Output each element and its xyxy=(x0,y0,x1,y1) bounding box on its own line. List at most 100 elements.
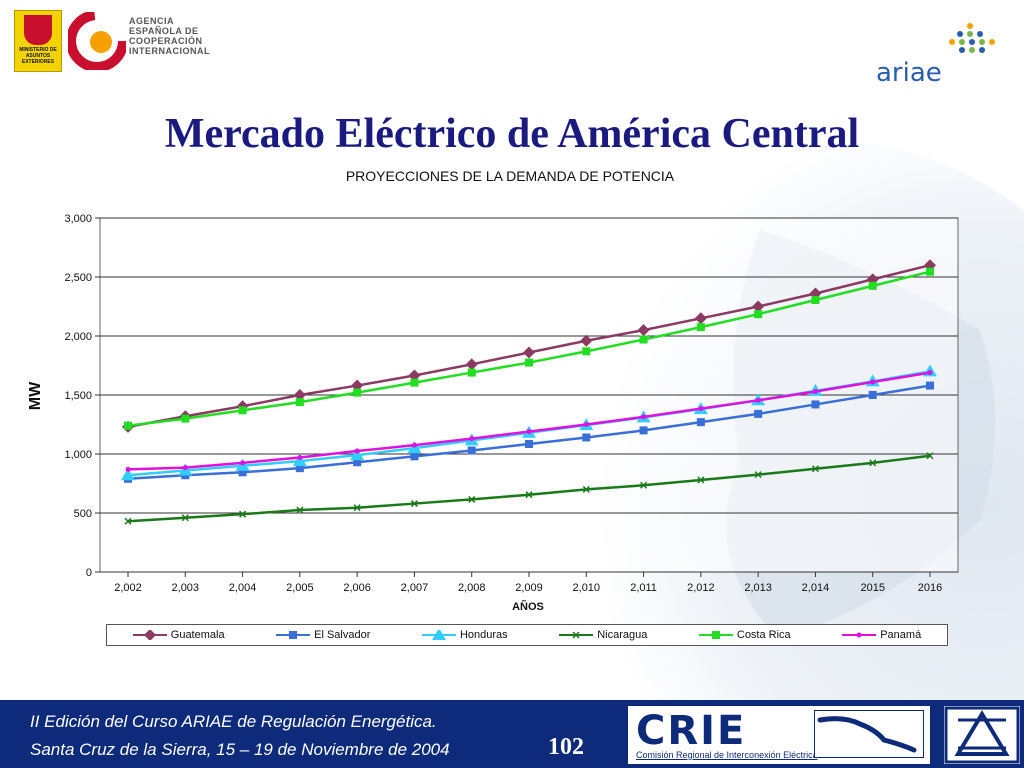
y-tick-label: 3,000 xyxy=(64,213,92,225)
ministry-text: MINISTERIO DE ASUNTOS EXTERIORES xyxy=(19,47,57,65)
aecid-logo xyxy=(68,12,126,70)
legend-entry: Nicaragua xyxy=(559,629,647,641)
data-point xyxy=(754,471,762,479)
data-point xyxy=(754,310,763,319)
data-point xyxy=(292,454,307,467)
x-tick-label: 2015 xyxy=(860,582,884,594)
y-tick-label: 0 xyxy=(86,567,92,579)
data-point xyxy=(181,514,189,522)
data-point xyxy=(124,517,132,525)
data-point xyxy=(295,464,304,473)
data-point xyxy=(124,421,132,430)
ariae-logo-dots xyxy=(949,23,995,53)
data-point xyxy=(238,468,247,477)
data-point xyxy=(811,400,820,409)
data-point xyxy=(410,500,418,508)
data-point xyxy=(143,630,156,640)
legend-entry: El Salvador xyxy=(276,629,370,641)
header-logos: MINISTERIO DE ASUNTOS EXTERIORES AGENCIA… xyxy=(14,10,244,74)
legend-swatch xyxy=(132,630,167,640)
data-point xyxy=(411,442,417,448)
legend-entry: Guatemala xyxy=(132,629,225,641)
data-point xyxy=(181,414,190,423)
chart-legend: Guatemala El Salvador Honduras Nicaragua Cos… xyxy=(106,624,948,646)
ministry-crest: MINISTERIO DE ASUNTOS EXTERIORES xyxy=(14,10,62,72)
data-point xyxy=(755,397,761,403)
legend-swatch xyxy=(559,631,594,639)
agency-name: AGENCIA ESPAÑOLA DE COOPERACIÓN INTERNAC… xyxy=(129,16,249,56)
agency-line: ESPAÑOLA DE xyxy=(129,26,199,36)
crest-shield xyxy=(24,15,52,45)
central-america-map-icon xyxy=(814,710,924,758)
data-point xyxy=(868,391,877,399)
legend-entry: Costa Rica xyxy=(698,629,791,641)
data-point xyxy=(289,631,298,639)
data-point xyxy=(239,510,247,518)
data-point xyxy=(353,388,362,397)
legend-label: El Salvador xyxy=(314,629,371,641)
data-point xyxy=(696,323,705,332)
data-point xyxy=(697,476,705,484)
data-point xyxy=(580,334,593,347)
data-point xyxy=(926,381,934,390)
data-point xyxy=(641,414,647,420)
data-point xyxy=(469,436,475,442)
x-tick-label: 2,010 xyxy=(573,582,601,594)
data-point xyxy=(811,296,820,305)
data-point xyxy=(640,481,648,489)
data-point xyxy=(182,465,188,471)
y-tick-label: 2,500 xyxy=(64,272,92,284)
data-point xyxy=(811,465,819,473)
legend-label: Honduras xyxy=(459,629,508,641)
crie-logo: CRIE Comisión Regional de Interconexión … xyxy=(628,706,930,764)
crie-wordmark: CRIE xyxy=(636,708,747,754)
data-point xyxy=(410,378,419,387)
data-point xyxy=(410,452,419,461)
legend-entry: Panamá xyxy=(842,629,921,641)
page-number: 102 xyxy=(548,734,584,760)
data-point xyxy=(639,426,648,435)
y-tick-label: 2,000 xyxy=(64,331,92,343)
data-point xyxy=(408,369,421,382)
chart-title: PROYECCIONES DE LA DEMANDA DE POTENCIA xyxy=(345,168,675,184)
agency-line: AGENCIA xyxy=(129,16,175,26)
legend-swatch xyxy=(698,631,733,639)
slide-title: Mercado Eléctrico de América Central xyxy=(164,111,860,157)
data-point xyxy=(125,466,131,472)
series-panam- xyxy=(125,370,933,472)
x-tick-label: 2,008 xyxy=(458,582,486,594)
data-point xyxy=(856,632,862,638)
x-tick-label: 2,012 xyxy=(687,582,715,594)
data-point xyxy=(927,370,933,376)
ariae-wordmark: ariae xyxy=(876,58,942,88)
x-tick-label: 2,006 xyxy=(343,582,371,594)
data-point xyxy=(572,631,580,639)
x-tick-label: 2016 xyxy=(918,582,942,594)
data-point xyxy=(525,439,533,448)
x-tick-label: 2,011 xyxy=(630,582,657,594)
data-point xyxy=(297,455,303,461)
data-point xyxy=(754,409,763,418)
agency-line: INTERNACIONAL xyxy=(129,46,210,56)
data-point xyxy=(698,406,704,412)
data-point xyxy=(926,267,934,276)
legend-swatch xyxy=(842,632,877,638)
series-nicaragua xyxy=(124,452,934,525)
data-point xyxy=(354,448,360,454)
footer-course-title: II Edición del Curso ARIAE de Regulación… xyxy=(30,712,437,731)
legend-label: Costa Rica xyxy=(736,629,791,641)
data-point xyxy=(351,379,364,392)
footer-location-date: Santa Cruz de la Sierra, 15 – 19 de Novi… xyxy=(30,740,450,759)
data-point xyxy=(711,631,720,639)
x-tick-label: 2,013 xyxy=(744,582,772,594)
legend-entry: Honduras xyxy=(421,629,508,641)
x-tick-label: 2,007 xyxy=(401,582,429,594)
data-point xyxy=(526,429,532,435)
data-point xyxy=(868,281,877,290)
data-point xyxy=(353,458,362,467)
legend-label: Panamá xyxy=(880,629,922,641)
data-point xyxy=(296,506,304,514)
y-tick-label: 1,500 xyxy=(64,390,92,402)
data-point xyxy=(431,630,446,640)
data-point xyxy=(752,300,765,313)
